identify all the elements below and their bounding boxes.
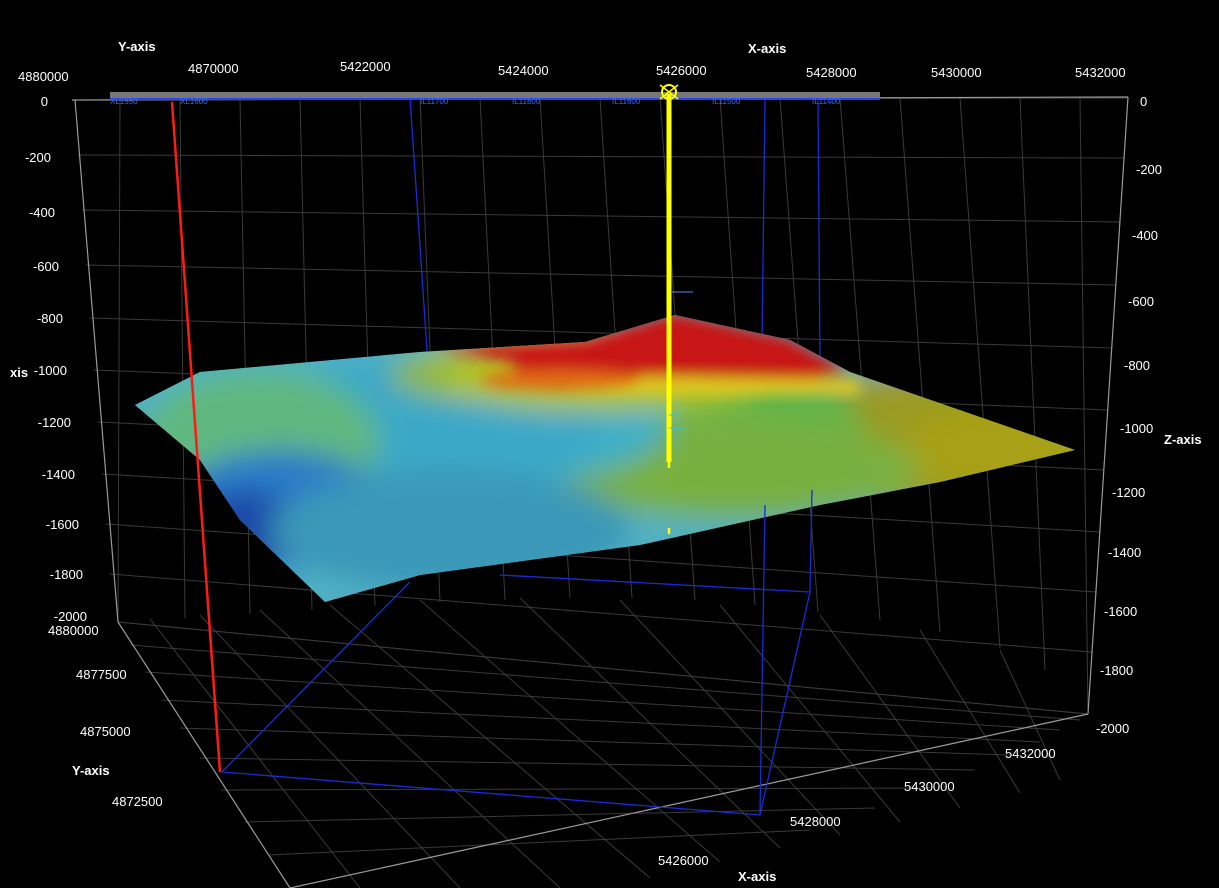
z-right-tick: -1400: [1108, 545, 1142, 560]
z-right-tick: -1600: [1104, 604, 1138, 619]
x-top-tick: 5424000: [498, 63, 549, 78]
y-bottom-tick: 4880000: [48, 623, 99, 638]
line-annotation: IL11700: [420, 97, 449, 106]
x-top-tick: 5430000: [931, 65, 982, 80]
z-right-tick: -800: [1124, 358, 1151, 373]
x-axis-title-bottom: X-axis: [738, 869, 777, 884]
line-annotation: XL1550: [110, 97, 138, 106]
inline-header-strip: [110, 92, 880, 100]
z-right-tick: -600: [1128, 294, 1155, 309]
z-left-tick: -1200: [37, 415, 71, 430]
line-annotation: XL1600: [180, 97, 208, 106]
line-annotation: IL11600: [612, 97, 641, 106]
y-bottom-tick: 4872500: [112, 794, 163, 809]
y-axis-title-top: Y-axis: [118, 39, 156, 54]
z-axis-title-left: xis: [10, 365, 29, 380]
x-top-tick: 5426000: [656, 63, 707, 78]
z-left-tick: -400: [28, 205, 55, 220]
x-bottom-tick: 5426000: [658, 853, 709, 868]
x-bottom-tick: 5430000: [904, 779, 955, 794]
x-top-tick: 5432000: [1075, 65, 1126, 80]
red-line: [170, 101, 222, 773]
z-right-tick: 0: [1140, 94, 1148, 109]
y-bottom-tick: 4875000: [80, 724, 131, 739]
z-left-tick: -600: [32, 259, 59, 274]
line-annotation: IL11400: [812, 97, 841, 106]
y-axis-title-bottom: Y-axis: [72, 763, 110, 778]
z-left-tick: -1000: [33, 363, 67, 378]
z-left-tick: -1600: [45, 517, 79, 532]
x-top-tick: 5428000: [806, 65, 857, 80]
z-left-tick: -1400: [41, 467, 75, 482]
z-axis-title-right: Z-axis: [1164, 432, 1202, 447]
z-right-tick: -1800: [1100, 663, 1134, 678]
z-left-tick: -200: [24, 150, 51, 165]
horizon-surface: [135, 315, 1075, 602]
y-top-tick: 4870000: [188, 61, 239, 76]
line-annotation: IL11800: [512, 97, 541, 106]
x-axis-title-top: X-axis: [748, 41, 787, 56]
line-annotation: IL11500: [712, 97, 741, 106]
z-right-tick: -1200: [1112, 485, 1146, 500]
z-left-tick: -800: [36, 311, 63, 326]
floor-grid: [117, 597, 1089, 888]
z-right-tick: -200: [1136, 162, 1163, 177]
y-bottom-tick: 4877500: [76, 667, 127, 682]
x-top-tick: 5422000: [340, 59, 391, 74]
z-right-tick: -1000: [1120, 421, 1154, 436]
z-left-tick: -1800: [49, 567, 83, 582]
y-top-tick: 4880000: [18, 69, 69, 84]
x-bottom-tick: 5432000: [1005, 746, 1056, 761]
well-trajectory: [659, 84, 693, 545]
z-left-tick: -2000: [53, 609, 87, 624]
z-right-tick: -2000: [1096, 721, 1130, 736]
z-right-tick: -400: [1132, 228, 1159, 243]
survey-outline-front: [221, 489, 813, 816]
x-bottom-tick: 5428000: [790, 814, 841, 829]
z-left-tick: 0: [40, 94, 48, 109]
